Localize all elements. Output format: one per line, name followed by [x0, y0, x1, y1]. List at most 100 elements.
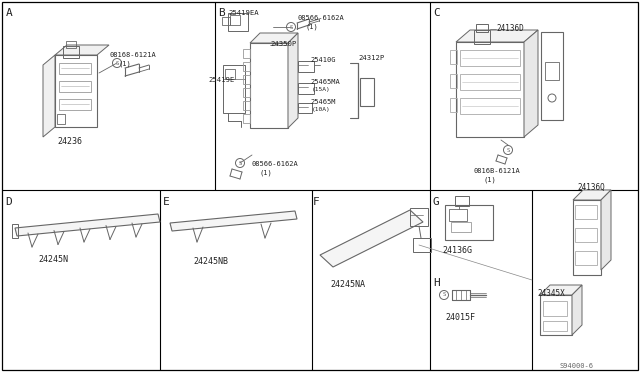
Bar	[410, 208, 428, 226]
Bar	[545, 62, 559, 80]
Bar	[445, 205, 493, 240]
Bar	[543, 301, 567, 316]
Bar	[450, 50, 457, 64]
Bar	[59, 63, 91, 74]
Text: D: D	[5, 197, 12, 207]
Polygon shape	[573, 190, 611, 200]
Bar	[243, 114, 250, 123]
Bar	[59, 81, 91, 92]
Polygon shape	[572, 285, 582, 335]
Bar	[59, 99, 91, 110]
Bar	[575, 205, 597, 219]
Text: 24236: 24236	[57, 137, 82, 146]
Bar	[476, 24, 488, 32]
Text: 24245NB: 24245NB	[193, 257, 228, 266]
Text: 24015F: 24015F	[445, 313, 475, 322]
Text: E: E	[163, 197, 170, 207]
Bar	[222, 17, 230, 25]
Polygon shape	[288, 33, 298, 128]
Bar	[223, 65, 245, 113]
Text: H: H	[433, 278, 440, 288]
Text: 0816B-6121A: 0816B-6121A	[474, 168, 521, 174]
Text: (10A): (10A)	[312, 107, 331, 112]
Bar	[541, 32, 563, 120]
Bar	[243, 49, 250, 58]
Bar	[460, 50, 520, 66]
Text: 24350P: 24350P	[270, 41, 296, 47]
Text: 25465M: 25465M	[310, 99, 335, 105]
Bar	[573, 200, 601, 275]
Text: (1): (1)	[260, 169, 273, 176]
Text: S: S	[442, 292, 445, 298]
Bar	[451, 222, 471, 232]
Text: G: G	[433, 197, 440, 207]
Bar	[460, 74, 520, 90]
Bar	[575, 251, 597, 265]
Text: (15A): (15A)	[312, 87, 331, 92]
Polygon shape	[320, 210, 423, 267]
Polygon shape	[540, 285, 582, 295]
Text: 24312P: 24312P	[358, 55, 384, 61]
Bar	[540, 295, 572, 335]
Text: S: S	[289, 25, 292, 29]
Text: C: C	[433, 8, 440, 18]
Bar	[225, 69, 235, 79]
Text: 24245N: 24245N	[38, 255, 68, 264]
Text: B: B	[218, 8, 225, 18]
Text: S94000-6: S94000-6	[560, 363, 594, 369]
Bar	[298, 61, 314, 72]
Polygon shape	[43, 55, 55, 137]
Bar	[243, 75, 250, 84]
Bar	[450, 98, 457, 112]
Text: (1): (1)	[118, 60, 131, 67]
Bar	[575, 228, 597, 242]
Polygon shape	[15, 214, 160, 236]
Text: 24136G: 24136G	[442, 246, 472, 255]
Text: (1): (1)	[306, 23, 319, 29]
Bar	[449, 209, 467, 221]
Text: 25465MA: 25465MA	[310, 79, 340, 85]
Bar	[243, 62, 250, 71]
Text: 24136Q: 24136Q	[577, 183, 605, 192]
Text: 25419EA: 25419EA	[228, 10, 259, 16]
Bar	[298, 83, 314, 94]
Polygon shape	[170, 211, 297, 231]
Bar	[230, 15, 240, 25]
Bar	[243, 101, 250, 110]
Bar	[413, 238, 431, 252]
Bar	[360, 78, 374, 106]
Bar	[474, 30, 490, 44]
Bar	[250, 43, 288, 128]
Polygon shape	[601, 190, 611, 270]
Bar	[450, 74, 457, 88]
Bar	[66, 41, 76, 48]
Polygon shape	[524, 30, 538, 137]
Bar	[543, 321, 567, 331]
Text: F: F	[313, 197, 320, 207]
Text: (1): (1)	[484, 176, 497, 183]
Bar	[243, 88, 250, 97]
Text: S: S	[506, 148, 509, 153]
Text: 24245NA: 24245NA	[330, 280, 365, 289]
Bar	[455, 196, 469, 206]
Bar	[460, 98, 520, 114]
Bar	[12, 224, 18, 238]
Text: 08566-6162A: 08566-6162A	[252, 161, 299, 167]
Text: 25419E: 25419E	[208, 77, 234, 83]
Bar	[298, 103, 312, 113]
Bar	[57, 114, 65, 124]
Text: 24345X: 24345X	[537, 289, 564, 298]
Text: S: S	[238, 160, 242, 166]
Text: 08566-6162A: 08566-6162A	[298, 15, 345, 21]
Text: 24136D: 24136D	[496, 24, 524, 33]
Text: 25410G: 25410G	[310, 57, 335, 63]
Text: S: S	[115, 61, 118, 65]
Bar	[55, 55, 97, 127]
Polygon shape	[456, 30, 538, 42]
Bar	[228, 13, 248, 31]
Polygon shape	[250, 33, 298, 43]
Text: A: A	[6, 8, 13, 18]
Polygon shape	[55, 45, 109, 55]
Text: 08168-6121A: 08168-6121A	[109, 52, 156, 58]
Bar	[63, 46, 79, 58]
